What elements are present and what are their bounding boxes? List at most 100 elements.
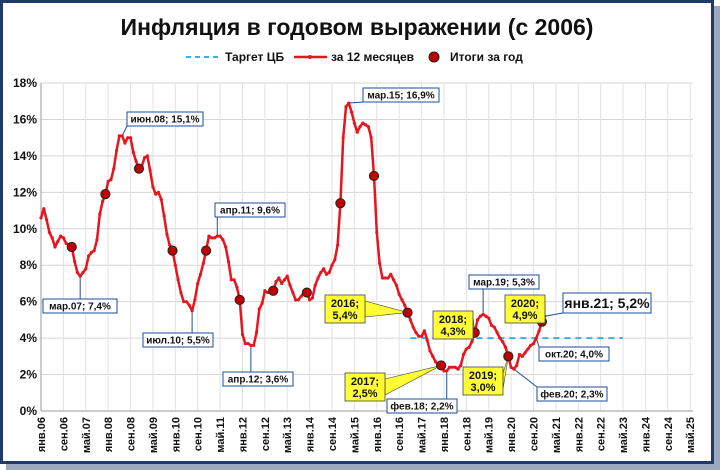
x-tick-label: сен.12 [260,417,272,451]
monthly-point [148,168,152,173]
y-tick-label: 2% [20,368,38,382]
monthly-point [358,125,362,129]
monthly-point [447,365,452,369]
chart-title: Инфляция в годовом выражении (с 2006) [121,14,594,40]
legend-monthly-label: за 12 месяцев [331,50,414,64]
monthly-point [509,365,513,369]
monthly-point [282,278,287,282]
monthly-point [534,336,538,340]
monthly-series [39,101,547,373]
monthly-point [352,121,357,125]
annotation-text: мар.19; 5,3% [473,278,535,289]
annotation-text: 5,4% [332,310,357,322]
annotation-text: мар.07; 7,4% [49,302,111,313]
annual-point [167,245,178,256]
x-tick-label: май.25 [685,417,697,453]
monthly-point [386,276,390,280]
monthly-point [280,281,284,286]
x-tick-label: янв.22 [573,417,585,452]
monthly-point [56,239,60,244]
monthly-point [467,345,471,349]
monthly-point [274,280,278,284]
y-axis: 0% 2% 4% 6% 8% 10% 12% 14% 16% 18% [13,76,37,418]
x-tick-label: сен.08 [126,417,138,451]
annotation-text: июн.08; 15,1% [130,115,199,126]
annotation-box [462,366,504,396]
monthly-point [400,298,404,302]
monthly-point [422,329,426,333]
monthly-point [86,254,91,258]
monthly-point [330,263,334,267]
monthly-point [210,236,214,240]
monthly-point [394,283,398,287]
monthly-point [503,345,508,349]
monthly-point [322,267,326,271]
monthly-point [190,309,194,313]
x-tick-label: янв.10 [170,417,182,452]
monthly-point [128,136,133,140]
annotation-text: апр.11; 9,6% [220,206,280,217]
monthly-point [431,354,435,358]
annotation-text: 4,9% [512,310,537,322]
annotation-callout-pointer [384,365,442,396]
annual-point [503,351,514,362]
annotation-box [126,111,204,127]
annotation-leader [544,312,564,317]
monthly-point [212,236,217,240]
monthly-point [487,316,491,320]
monthly-point [226,259,231,264]
annotation-text: 2017; [351,376,379,388]
monthly-point [481,312,485,317]
x-tick-label: сен.16 [394,417,406,451]
monthly-point [89,250,93,255]
x-tick-label: сен.20 [528,417,540,451]
monthly-point [389,272,393,276]
annotation-text: 2,5% [352,388,377,400]
monthly-point [114,148,119,153]
monthly-point [263,289,267,293]
monthly-point [470,340,474,344]
monthly-point [112,167,116,171]
annual-point [268,285,279,296]
monthly-point [235,285,239,289]
monthly-point [117,134,121,138]
monthly-point [526,347,530,351]
annotation-text: 2019; [469,370,497,382]
monthly-point [229,278,233,282]
monthly-point [72,259,77,264]
annual-point [66,241,77,253]
monthly-point [523,351,527,355]
x-tick-label: янв.24 [640,416,652,452]
monthly-point [294,298,298,302]
monthly-point [428,349,432,353]
annual-point [301,287,312,298]
monthly-point [75,270,79,275]
monthly-point [310,296,315,300]
monthly-point [327,270,331,275]
monthly-point [120,134,124,138]
legend-annual-label: Итоги за год [450,50,523,64]
monthly-point [333,258,337,262]
annotation-leader [348,101,364,104]
monthly-point [53,245,57,249]
monthly-point [408,318,412,322]
x-tick-label: май.23 [618,417,630,453]
monthly-point [336,243,340,247]
monthly-point [383,276,387,280]
monthly-point [341,136,345,140]
monthly-point [221,238,225,242]
annotation-text: 3,0% [470,382,495,394]
monthly-point [515,363,519,368]
monthly-point [319,270,323,275]
monthly-point [391,278,396,282]
annotation-box [562,292,652,314]
annotation-leader [121,125,128,137]
y-tick-label: 6% [20,295,38,309]
annotation-box [214,202,286,218]
monthly-point [492,325,496,329]
monthly-point [252,343,256,347]
monthly-point [344,105,348,109]
monthly-point [92,249,96,253]
annotation-box [538,346,610,362]
monthly-point [464,347,468,351]
